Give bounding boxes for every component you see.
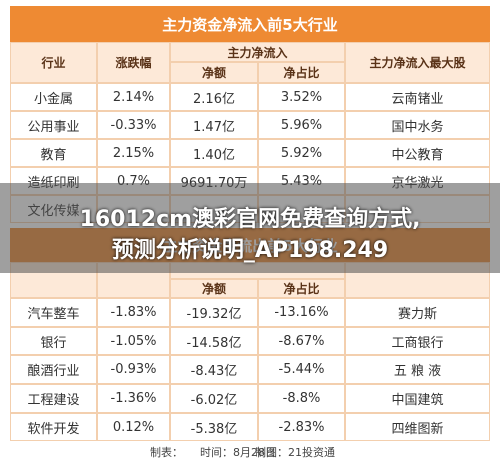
- table-cell: 2.14%: [97, 83, 170, 111]
- table-cell: -5.44%: [258, 355, 345, 385]
- table-cell: 汽车整车: [10, 298, 97, 327]
- table-cell: 1.40亿: [170, 139, 258, 167]
- table-cell: 五 粮 液: [345, 355, 490, 385]
- footer-text: 时间：8月28日: [200, 446, 276, 459]
- table-cell: 教育: [10, 139, 97, 167]
- table-cell: 5.92%: [258, 139, 345, 167]
- footer-text: 制表：: [150, 446, 183, 459]
- header: 主力净流入: [170, 42, 345, 62]
- header: 主力净流入最大股: [345, 42, 490, 83]
- overlay-banner: [0, 183, 500, 273]
- table-cell: -5.38亿: [170, 412, 258, 442]
- header: 净占比: [258, 62, 345, 83]
- table-cell: 赛力斯: [345, 298, 490, 327]
- table-cell: -2.83%: [258, 412, 345, 442]
- table-cell: 1.47亿: [170, 111, 258, 139]
- table-cell: 云南锗业: [345, 83, 490, 111]
- table-cell: -0.93%: [97, 355, 170, 385]
- header: 涨跌幅: [97, 42, 170, 83]
- table-cell: -13.16%: [258, 298, 345, 327]
- table-cell: -6.02亿: [170, 384, 258, 413]
- table-cell: -19.32亿: [170, 298, 258, 327]
- header: 净占比: [258, 279, 345, 298]
- table-cell: -1.05%: [97, 326, 170, 356]
- overlay-text: 预测分析说明_AP198.249: [111, 238, 389, 263]
- table-cell: 酿酒行业: [10, 355, 97, 385]
- table-cell: 5.96%: [258, 111, 345, 139]
- table-cell: -0.33%: [97, 111, 170, 139]
- table-cell: 中国建筑: [345, 384, 490, 413]
- table-cell: 小金属: [10, 83, 97, 111]
- table-cell: -1.83%: [97, 298, 170, 327]
- footer-text: 制图：21投资通: [255, 446, 335, 459]
- header: 净额: [170, 62, 258, 83]
- table-cell: 工程建设: [10, 384, 97, 413]
- table-cell: 国中水务: [345, 111, 490, 139]
- table-title: 主力资金净流入前5大行业: [10, 6, 490, 42]
- table-cell: -1.36%: [97, 384, 170, 413]
- table-cell: 中公教育: [345, 139, 490, 167]
- table-cell: 2.16亿: [170, 83, 258, 111]
- table-cell: 0.12%: [97, 412, 170, 442]
- header: 行业: [10, 42, 97, 83]
- table-cell: -8.67%: [258, 326, 345, 356]
- table-cell: 四维图新: [345, 412, 490, 442]
- table-cell: 工商银行: [345, 326, 490, 356]
- table-cell: 公用事业: [10, 111, 97, 139]
- header: 净额: [170, 279, 258, 298]
- table-cell: 银行: [10, 326, 97, 356]
- table-cell: 软件开发: [10, 412, 97, 442]
- table-cell: -14.58亿: [170, 326, 258, 356]
- table-cell: -8.8%: [258, 384, 345, 413]
- table-cell: 2.15%: [97, 139, 170, 167]
- overlay-text: 16012cm澳彩官网免费查询方式,: [79, 207, 421, 232]
- table-cell: -8.43亿: [170, 355, 258, 385]
- table-cell: 3.52%: [258, 83, 345, 111]
